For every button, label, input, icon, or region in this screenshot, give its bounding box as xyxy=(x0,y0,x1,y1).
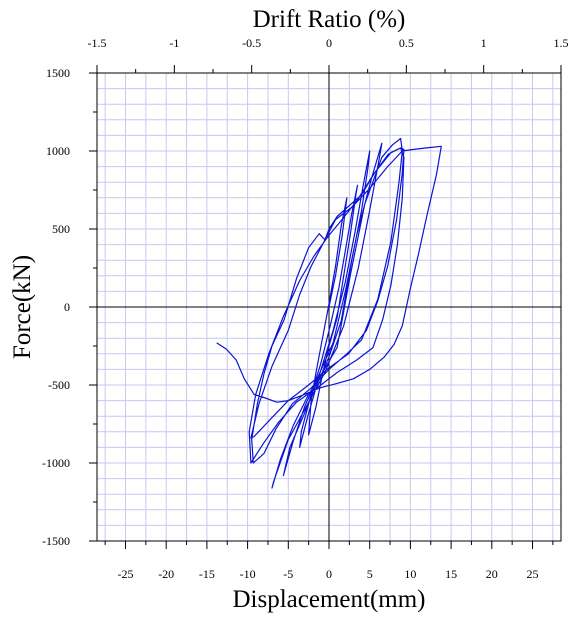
x-tick-label: 15 xyxy=(445,567,457,581)
x2-tick-label: -0.5 xyxy=(242,36,261,50)
x2-tick-label: 1 xyxy=(481,36,487,50)
x-tick-label: -5 xyxy=(283,567,293,581)
x-tick-label: -25 xyxy=(117,567,133,581)
x-tick-label: 10 xyxy=(404,567,416,581)
y-tick-label: -1000 xyxy=(42,456,70,470)
x-axis-title: Displacement(mm) xyxy=(233,586,426,613)
x2-tick-label: 0 xyxy=(326,36,332,50)
x2-tick-label: 1.5 xyxy=(554,36,569,50)
axis-ticks: -25 -20 -15 -10 -5 0 5 10 15 20 25-1500-1000-50005… xyxy=(42,36,569,581)
y-tick-label: 500 xyxy=(52,222,70,236)
x-tick-label: 0 xyxy=(326,567,332,581)
x-tick-label: -15 xyxy=(199,567,215,581)
x-tick-label: -20 xyxy=(158,567,174,581)
x2-axis-title: Drift Ratio (%) xyxy=(253,6,406,33)
x-tick-label: -10 xyxy=(240,567,256,581)
x-tick-label: 5 xyxy=(367,567,373,581)
y-tick-label: 1500 xyxy=(46,66,70,80)
y-tick-label: 1000 xyxy=(46,144,70,158)
series-line xyxy=(216,137,442,489)
x-tick-label: 20 xyxy=(486,567,498,581)
series-layer xyxy=(216,137,442,489)
x2-tick-label: -1.5 xyxy=(88,36,107,50)
y-tick-label: 0 xyxy=(64,300,70,314)
x2-tick-label: -1 xyxy=(169,36,179,50)
x2-tick-label: 0.5 xyxy=(399,36,414,50)
y-tick-label: -1500 xyxy=(42,534,70,548)
x-tick-label: 25 xyxy=(527,567,539,581)
y-axis-title: Force(kN) xyxy=(9,255,36,359)
y-tick-label: -500 xyxy=(48,378,70,392)
